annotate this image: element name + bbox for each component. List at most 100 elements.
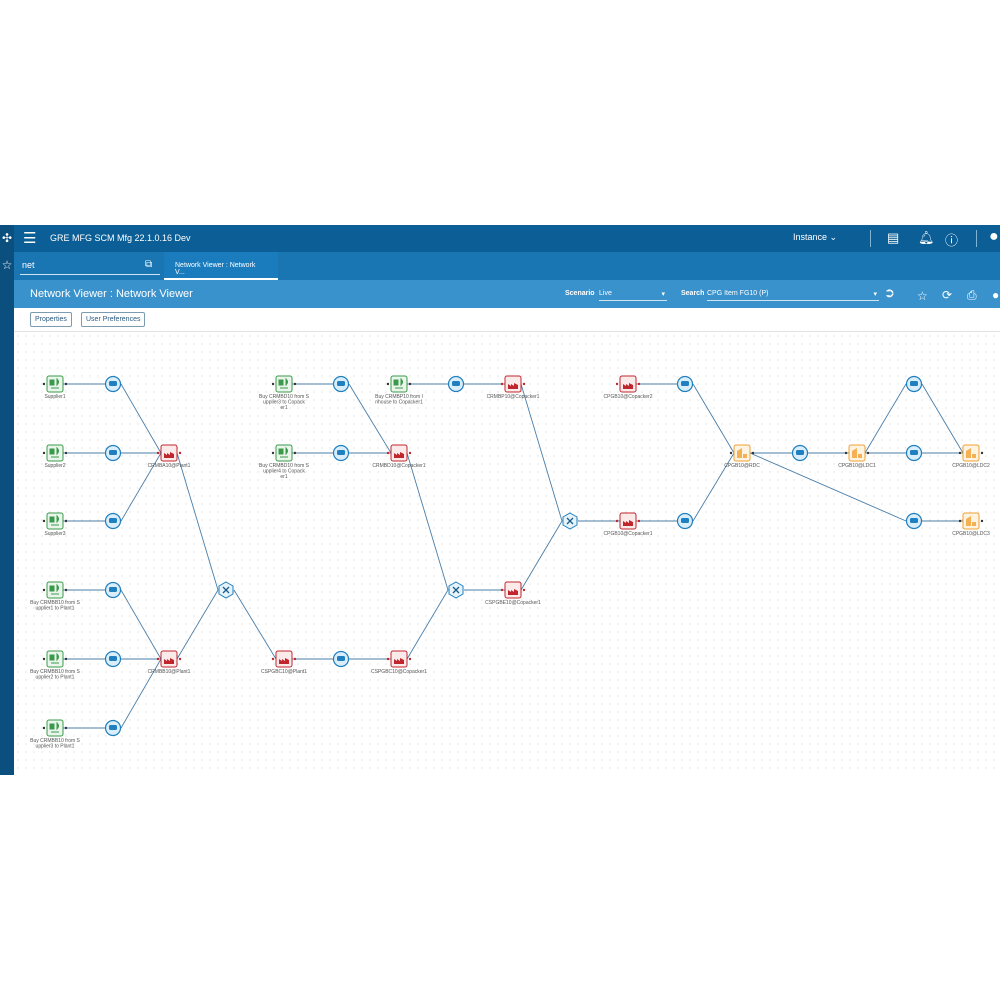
- edge-c2-m2[interactable]: [406, 589, 449, 660]
- hamburger-menu-icon[interactable]: ☰: [23, 230, 37, 247]
- edge-e-m3[interactable]: [520, 520, 563, 591]
- supplier-node[interactable]: Buy CRMBB10 from Supplier1 to Plant1: [30, 581, 81, 612]
- edge-ldc1-t14[interactable]: [864, 383, 907, 454]
- port-in[interactable]: [42, 382, 46, 386]
- edge-m1-c1[interactable]: [233, 589, 277, 660]
- print-icon[interactable]: ⎙: [967, 288, 977, 302]
- transport-node[interactable]: [676, 512, 694, 530]
- edge-t3-a[interactable]: [120, 452, 162, 522]
- transport-node[interactable]: [332, 375, 350, 393]
- port-out[interactable]: [64, 588, 68, 592]
- port-out[interactable]: [64, 451, 68, 455]
- port-in[interactable]: [271, 657, 275, 661]
- dc-node[interactable]: CPGB10@LDC2: [952, 444, 990, 469]
- transport-node[interactable]: [104, 444, 122, 462]
- edge-t6-b[interactable]: [120, 658, 162, 729]
- port-out[interactable]: [522, 588, 526, 592]
- transport-node[interactable]: [104, 375, 122, 393]
- transport-node[interactable]: [104, 719, 122, 737]
- port-out[interactable]: [637, 519, 641, 523]
- transport-node[interactable]: [332, 444, 350, 462]
- edge-b-m1[interactable]: [176, 589, 219, 660]
- item-search-select[interactable]: CPG Item FG10 (P) ▾: [707, 290, 879, 301]
- port-in[interactable]: [42, 451, 46, 455]
- edge-t1-a[interactable]: [120, 383, 162, 454]
- plant-node[interactable]: CPGB10@Copacker2: [604, 375, 653, 400]
- port-in[interactable]: [615, 519, 619, 523]
- port-in[interactable]: [42, 657, 46, 661]
- help-icon[interactable]: ⓘ: [945, 233, 959, 248]
- port-out[interactable]: [980, 519, 984, 523]
- user-preferences-button[interactable]: User Preferences: [81, 312, 146, 327]
- port-in[interactable]: [729, 451, 733, 455]
- supplier-node[interactable]: Buy CRMBB10 from Supplier2 to Plant1: [30, 650, 81, 681]
- transport-node[interactable]: [332, 650, 350, 668]
- dc-node[interactable]: CPGB10@LDC1: [838, 444, 876, 469]
- edge-p-m3[interactable]: [520, 383, 563, 522]
- supplier-node[interactable]: Supplier1: [42, 375, 68, 400]
- port-out[interactable]: [293, 451, 297, 455]
- port-in[interactable]: [42, 726, 46, 730]
- transport-node[interactable]: [905, 444, 923, 462]
- plant-node[interactable]: CSPGBE10@Copacker1: [485, 581, 541, 606]
- layers-search-icon[interactable]: ⧉: [145, 259, 153, 270]
- edge-d-m2[interactable]: [406, 452, 449, 591]
- port-out[interactable]: [637, 382, 641, 386]
- transport-node[interactable]: [676, 375, 694, 393]
- bell-icon[interactable]: 🔔︎: [918, 230, 935, 245]
- settings-icon[interactable]: ●: [992, 288, 1000, 302]
- port-in[interactable]: [958, 519, 962, 523]
- favorites-star-icon[interactable]: ☆: [1, 258, 13, 272]
- port-out[interactable]: [64, 382, 68, 386]
- user-avatar[interactable]: ●: [989, 228, 999, 245]
- plant-node[interactable]: CSPGBC10@Plant1: [261, 650, 307, 675]
- port-in[interactable]: [500, 588, 504, 592]
- edge-rdc-t16[interactable]: [749, 452, 907, 522]
- transport-node[interactable]: [104, 512, 122, 530]
- port-in[interactable]: [42, 588, 46, 592]
- transport-node[interactable]: [447, 375, 465, 393]
- go-arrow-icon[interactable]: ➲: [884, 285, 895, 300]
- port-out[interactable]: [866, 451, 870, 455]
- port-in[interactable]: [156, 657, 160, 661]
- plant-node[interactable]: CRMBD10@Copacker1: [372, 444, 426, 469]
- plant-node[interactable]: CRMBA10@Plant1: [148, 444, 191, 469]
- star-icon[interactable]: ☆: [917, 289, 928, 303]
- edge-t4-b[interactable]: [120, 589, 162, 660]
- port-in[interactable]: [958, 451, 962, 455]
- port-in[interactable]: [156, 451, 160, 455]
- supplier-node[interactable]: Buy CRMBD10 from Supplier3 to Copacker1: [259, 375, 310, 411]
- port-out[interactable]: [408, 382, 412, 386]
- supplier-node[interactable]: Supplier2: [42, 444, 68, 469]
- port-in[interactable]: [271, 451, 275, 455]
- port-out[interactable]: [178, 657, 182, 661]
- transport-node[interactable]: [905, 375, 923, 393]
- port-out[interactable]: [980, 451, 984, 455]
- dc-node[interactable]: CPGB10@LDC3: [952, 512, 990, 537]
- port-out[interactable]: [522, 382, 526, 386]
- port-out[interactable]: [64, 657, 68, 661]
- port-in[interactable]: [615, 382, 619, 386]
- supplier-node[interactable]: Supplier3: [42, 512, 68, 537]
- plant-node[interactable]: CRMBB10@Plant1: [148, 650, 191, 675]
- port-in[interactable]: [844, 451, 848, 455]
- port-out[interactable]: [293, 382, 297, 386]
- network-graph[interactable]: Supplier1 Supplier2 Supplier3 Buy CRMBB10 f…: [14, 332, 1000, 775]
- menu-search-input[interactable]: net: [20, 256, 160, 275]
- port-in[interactable]: [500, 382, 504, 386]
- plant-node[interactable]: CPGB10@Copacker1: [604, 512, 653, 537]
- refresh-icon[interactable]: ⟳: [942, 288, 953, 302]
- port-out[interactable]: [64, 726, 68, 730]
- network-canvas[interactable]: Supplier1 Supplier2 Supplier3 Buy CRMBB10 f…: [14, 332, 1000, 775]
- supplier-node[interactable]: Buy CRMBB10 from Supplier3 to Plant1: [30, 719, 81, 750]
- properties-button[interactable]: Properties: [30, 312, 72, 327]
- transport-node[interactable]: [905, 512, 923, 530]
- transport-node[interactable]: [791, 444, 809, 462]
- operation-node[interactable]: [448, 581, 464, 599]
- plant-node[interactable]: CSPGBC10@Copacker1: [371, 650, 427, 675]
- port-out[interactable]: [293, 657, 297, 661]
- edge-t14-ldc2[interactable]: [921, 383, 964, 454]
- port-out[interactable]: [178, 451, 182, 455]
